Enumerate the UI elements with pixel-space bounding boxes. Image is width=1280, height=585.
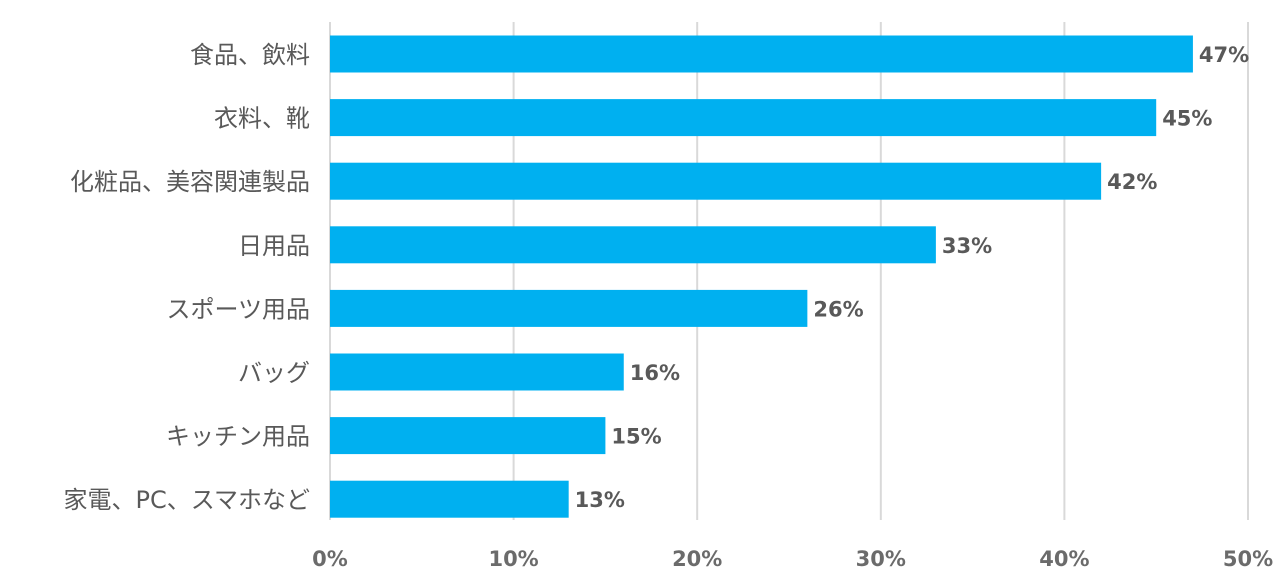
bar <box>330 35 1193 73</box>
x-tick-label: 10% <box>488 547 538 571</box>
category-label: 化粧品、美容関連製品 <box>70 168 310 196</box>
bar <box>330 353 624 391</box>
data-label: 47% <box>1199 43 1249 67</box>
category-label: キッチン用品 <box>166 423 310 451</box>
category-label: 衣料、靴 <box>214 105 310 133</box>
bar <box>330 99 1157 137</box>
category-axis-labels: 食品、飲料衣料、靴化粧品、美容関連製品日用品スポーツ用品バッグキッチン用品家電、… <box>63 41 310 514</box>
bars <box>330 35 1193 518</box>
x-tick-label: 0% <box>312 547 348 571</box>
data-label: 16% <box>630 361 680 385</box>
x-tick-label: 50% <box>1223 547 1273 571</box>
data-labels: 47% 45% 42% 33% 26% 16% 15% 13% <box>575 43 1250 512</box>
category-label: バッグ <box>238 359 310 387</box>
bar <box>330 226 936 264</box>
data-label: 13% <box>575 488 625 512</box>
x-tick-label: 20% <box>672 547 722 571</box>
category-label: 家電、PC、スマホなど <box>63 486 310 514</box>
data-label: 33% <box>942 234 992 258</box>
x-tick-label: 30% <box>856 547 906 571</box>
data-label: 15% <box>611 425 661 449</box>
bar <box>330 162 1102 200</box>
bar <box>330 480 569 518</box>
data-label: 26% <box>813 297 863 321</box>
bar <box>330 289 808 327</box>
category-label: 日用品 <box>238 232 310 260</box>
data-label: 42% <box>1107 170 1157 194</box>
bar <box>330 417 606 455</box>
data-label: 45% <box>1162 107 1212 131</box>
category-label: スポーツ用品 <box>166 295 310 323</box>
x-tick-label: 40% <box>1039 547 1089 571</box>
value-axis-tick-labels: 0% 10% 20% 30% 40% 50% <box>312 547 1273 571</box>
category-label: 食品、飲料 <box>190 41 310 69</box>
